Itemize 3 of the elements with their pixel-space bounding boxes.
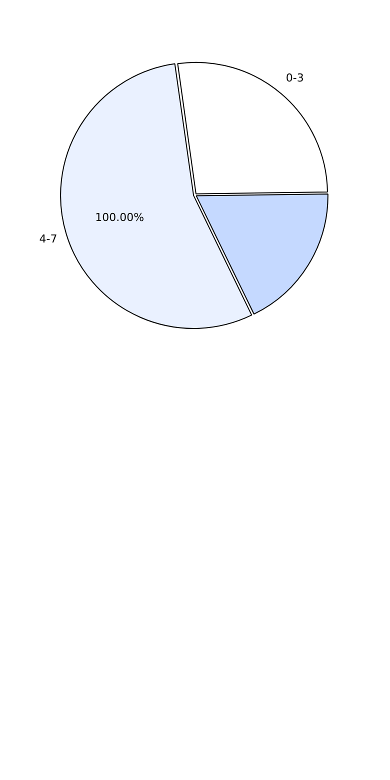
text: 100.00% bbox=[95, 210, 144, 224]
slice-label: 0-3 bbox=[286, 71, 304, 84]
slice-label: 4-7 bbox=[39, 232, 58, 246]
